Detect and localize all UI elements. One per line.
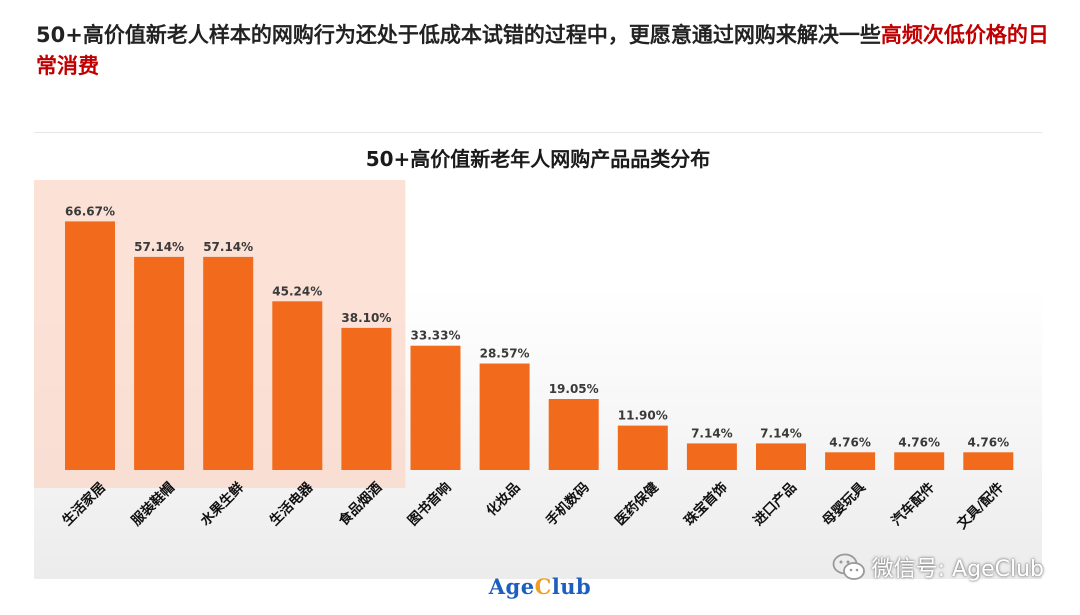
wechat-watermark: 微信号: AgeClub: [832, 551, 1044, 583]
category-label-13: 汽车配件: [888, 478, 939, 529]
category-label-7: 化妆品: [483, 479, 524, 520]
bar-13: [894, 452, 945, 470]
value-label-8: 19.05%: [549, 382, 599, 396]
category-label-8: 手机数码: [542, 479, 592, 529]
bar-7: [479, 363, 530, 470]
chart-panel: 50+高价值新老年人网购产品品类分布 66.67% 57.14% 57.14% 45.…: [34, 132, 1042, 579]
category-label-11: 进口产品: [750, 479, 800, 529]
value-label-3: 57.14%: [203, 240, 253, 254]
value-label-10: 7.14%: [691, 426, 733, 440]
bar-11: [756, 443, 806, 470]
value-label-6: 33.33%: [411, 329, 461, 343]
bar-5: [341, 327, 392, 470]
value-label-14: 4.76%: [967, 435, 1009, 449]
bar-6: [410, 345, 461, 470]
value-label-13: 4.76%: [898, 435, 940, 449]
bar-8: [548, 399, 599, 470]
category-label-6: 图书音响: [404, 479, 454, 529]
value-label-5: 38.10%: [341, 311, 391, 325]
value-label-9: 11.90%: [618, 409, 668, 423]
category-label-14: 文具/配件: [953, 478, 1007, 532]
headline-main: 50+高价值新老人样本的网购行为还处于低成本试错的过程中，更愿意通过网购来解决一…: [36, 23, 881, 47]
bar-3: [203, 256, 254, 470]
bar-4: [272, 301, 323, 470]
bar-9: [617, 425, 668, 470]
bar-12: [825, 452, 876, 470]
watermark-text: 微信号: AgeClub: [871, 557, 1044, 582]
value-label-2: 57.14%: [134, 240, 184, 254]
chart-title: 50+高价值新老年人网购产品品类分布: [366, 147, 711, 171]
value-label-4: 45.24%: [272, 284, 322, 298]
bar-10: [686, 443, 737, 470]
headline-highlight: 高频次低价格的日常消费: [36, 23, 1049, 78]
bar-2: [134, 256, 185, 470]
bar-chart: 50+高价值新老年人网购产品品类分布 66.67% 57.14% 57.14% 45.…: [34, 147, 1014, 533]
value-label-1: 66.67%: [65, 204, 115, 218]
wechat-icon: [832, 553, 865, 580]
bar-14: [963, 452, 1014, 470]
category-label-10: 珠宝首饰: [681, 478, 732, 529]
ageclub-logo: AgeClub: [488, 574, 592, 599]
bar-1: [65, 221, 115, 470]
value-label-7: 28.57%: [480, 347, 530, 361]
value-label-11: 7.14%: [760, 426, 802, 440]
category-label-9: 医药保健: [611, 478, 662, 529]
slide-headline: 50+高价值新老人样本的网购行为还处于低成本试错的过程中，更愿意通过网购来解决一…: [36, 20, 1056, 82]
value-label-12: 4.76%: [829, 435, 871, 449]
category-label-12: 母婴玩具: [819, 478, 870, 529]
